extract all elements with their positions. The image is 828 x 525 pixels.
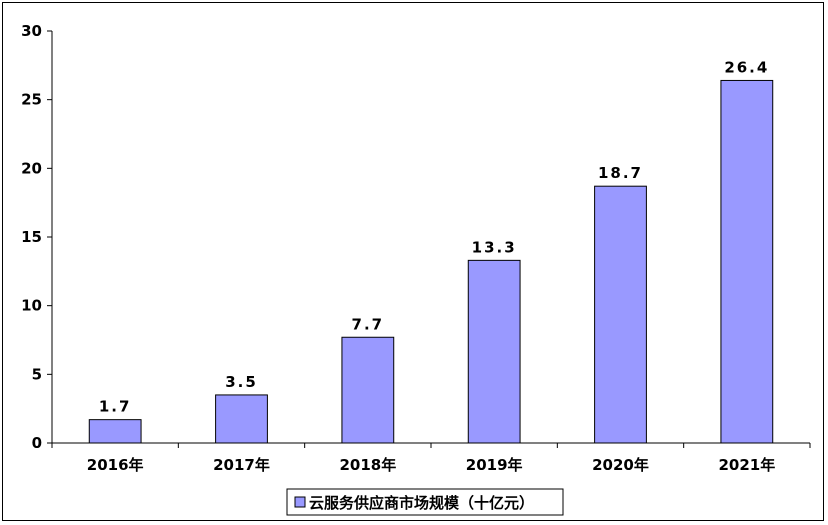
bar (341, 336, 395, 444)
x-tick-label: 2021年 (718, 456, 775, 474)
data-label: 18.7 (598, 164, 643, 182)
y-tick-label: 0 (32, 434, 42, 452)
bar (594, 185, 647, 444)
legend-box (286, 488, 564, 516)
y-tick-label: 25 (21, 91, 42, 109)
y-tick-label: 5 (32, 365, 42, 383)
x-tick-label: 2019年 (466, 456, 523, 474)
x-tick-label: 2017年 (213, 456, 270, 474)
legend-swatch (294, 496, 306, 508)
y-tick-label: 15 (21, 228, 42, 246)
data-label: 7.7 (352, 315, 385, 333)
legend: 云服务供应商市场规模（十亿元） (286, 488, 564, 516)
legend-label: 云服务供应商市场规模（十亿元） (309, 494, 534, 512)
bar (88, 419, 142, 444)
bar (720, 79, 774, 444)
data-labels: 1.7 3.5 7.7 13.3 18.7 26.4 (99, 58, 769, 416)
y-tick-label: 10 (21, 297, 42, 315)
x-axis: 2016年 2017年 2018年 2019年 2020年 2021年 (51, 442, 811, 474)
y-tick-label: 30 (21, 22, 42, 40)
x-tick-label: 2020年 (592, 456, 649, 474)
y-tick-label: 20 (21, 159, 42, 177)
y-axis: 0 5 10 15 20 25 30 (21, 22, 53, 452)
data-label: 13.3 (472, 238, 517, 256)
bars (88, 79, 774, 444)
data-label: 3.5 (225, 373, 258, 391)
data-label: 1.7 (99, 398, 132, 416)
bar (215, 394, 268, 444)
data-label: 26.4 (724, 58, 769, 76)
x-tick-label: 2016年 (87, 456, 144, 474)
bar (467, 259, 521, 444)
x-tick-label: 2018年 (339, 456, 396, 474)
